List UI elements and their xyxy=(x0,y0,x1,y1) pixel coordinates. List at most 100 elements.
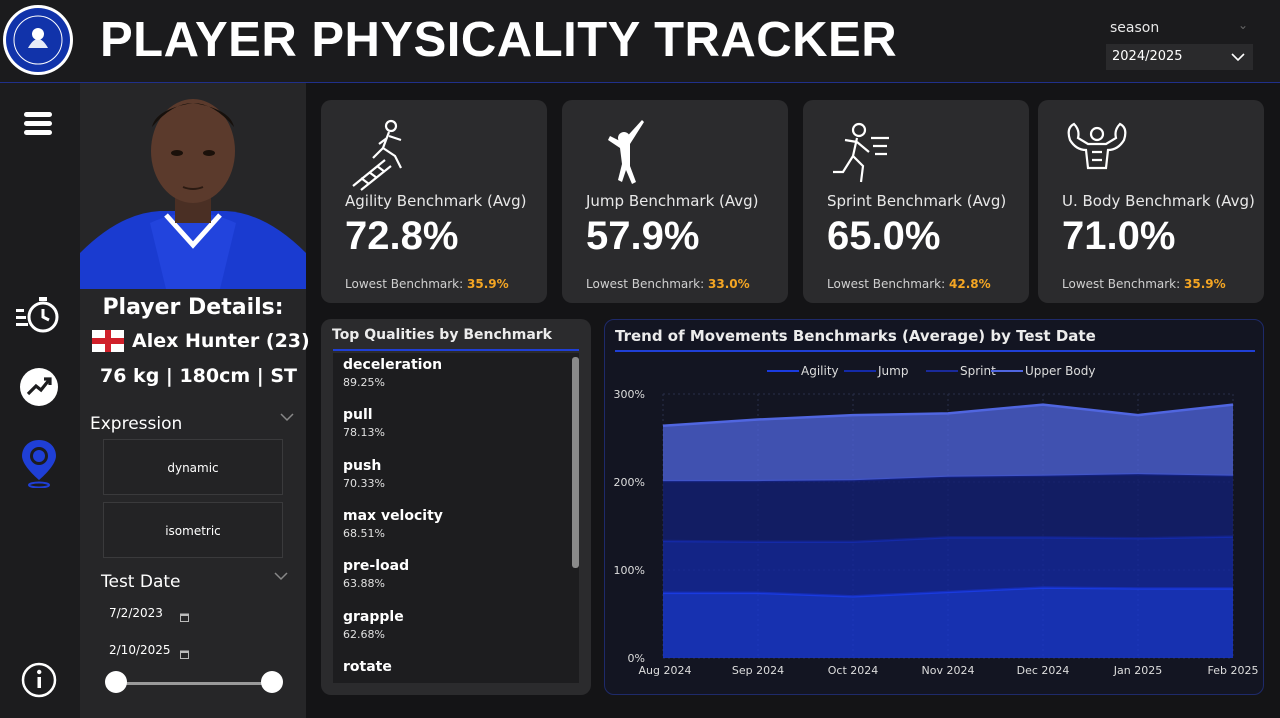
trend-chart-panel: Trend of Movements Benchmarks (Average) … xyxy=(604,319,1264,695)
season-value: 2024/2025 xyxy=(1112,49,1183,64)
kpi-card-upper-body: U. Body Benchmark (Avg) 71.0% Lowest Ben… xyxy=(1038,100,1264,303)
series-area-upper-body xyxy=(663,404,1233,482)
info-icon[interactable] xyxy=(16,657,62,703)
kpi-lowest-label: Lowest Benchmark: xyxy=(586,277,705,291)
date-from-input[interactable]: 7/2/2023 xyxy=(109,606,163,620)
kpi-title: U. Body Benchmark (Avg) xyxy=(1062,192,1255,210)
kpi-lowest-value: 35.9% xyxy=(1184,277,1226,291)
x-tick-label: Nov 2024 xyxy=(922,664,975,677)
chart-title-divider xyxy=(615,350,1255,352)
trend-icon[interactable] xyxy=(16,364,62,410)
kpi-lowest: Lowest Benchmark: 35.9% xyxy=(345,277,509,291)
player-name: Alex Hunter (23) xyxy=(132,330,310,352)
trend-chart: 0% 100% 200% 300% Aug 2024 Sep 2024 Oct 2024 No… xyxy=(614,364,1259,677)
player-panel: Player Details: Alex Hunter (23) 76 kg |… xyxy=(80,83,310,718)
x-tick-label: Aug 2024 xyxy=(639,664,692,677)
season-label: season xyxy=(1110,20,1160,36)
legend-label: Jump xyxy=(877,364,908,378)
player-photo xyxy=(80,83,306,289)
slider-handle-end[interactable] xyxy=(261,671,283,693)
y-tick-label: 100% xyxy=(614,564,645,577)
location-icon[interactable] xyxy=(16,436,62,489)
agility-icon xyxy=(345,116,415,192)
kpi-card-sprint: Sprint Benchmark (Avg) 65.0% Lowest Benc… xyxy=(803,100,1029,303)
y-tick-label: 0% xyxy=(628,652,645,665)
date-range-slider[interactable] xyxy=(116,682,272,685)
date-to-input[interactable]: 2/10/2025 xyxy=(109,643,171,657)
quality-value: 78.13% xyxy=(343,426,385,439)
kpi-lowest: Lowest Benchmark: 35.9% xyxy=(1062,277,1226,291)
kpi-lowest-label: Lowest Benchmark: xyxy=(827,277,946,291)
x-tick-label: Dec 2024 xyxy=(1017,664,1070,677)
player-stats: 76 kg | 180cm | ST xyxy=(100,365,297,387)
legend-label: Agility xyxy=(801,364,839,378)
series-area-jump xyxy=(663,536,1233,597)
quality-name: pull xyxy=(343,407,373,423)
qualities-divider xyxy=(333,349,579,351)
player-name-row: Alex Hunter (23) xyxy=(92,330,310,352)
calendar-icon[interactable] xyxy=(180,644,189,659)
kpi-lowest: Lowest Benchmark: 42.8% xyxy=(827,277,991,291)
kpi-title: Sprint Benchmark (Avg) xyxy=(827,192,1007,210)
series-line-upper-body xyxy=(662,403,1234,427)
kpi-card-jump: Jump Benchmark (Avg) 57.9% Lowest Benchm… xyxy=(562,100,788,303)
kpi-lowest: Lowest Benchmark: 33.0% xyxy=(586,277,750,291)
quality-name: pre-load xyxy=(343,558,410,574)
page-title: PLAYER PHYSICALITY TRACKER xyxy=(100,13,898,67)
list-item: pull 78.13% xyxy=(343,407,385,439)
list-item: max velocity 68.51% xyxy=(343,508,443,540)
x-tick-label: Sep 2024 xyxy=(732,664,784,677)
expression-option-isometric[interactable]: isometric xyxy=(103,502,283,558)
kpi-lowest-value: 35.9% xyxy=(467,277,509,291)
list-item: rotate xyxy=(343,659,392,678)
series-area-agility xyxy=(663,587,1233,658)
x-tick-label: Oct 2024 xyxy=(828,664,879,677)
legend-label: Sprint xyxy=(960,364,996,378)
jump-icon xyxy=(586,116,656,192)
chart-title: Trend of Movements Benchmarks (Average) … xyxy=(615,327,1096,345)
kpi-title: Agility Benchmark (Avg) xyxy=(345,192,527,210)
quality-value: 62.68% xyxy=(343,628,385,641)
expression-label: Expression xyxy=(90,414,183,434)
list-item: push 70.33% xyxy=(343,458,385,490)
qualities-list[interactable]: deceleration 89.25% pull 78.13% push 70.… xyxy=(333,353,579,683)
x-tick-label: Feb 2025 xyxy=(1208,664,1259,677)
kpi-lowest-value: 42.8% xyxy=(949,277,991,291)
chevron-down-icon xyxy=(1231,44,1245,80)
quality-name: grapple xyxy=(343,609,404,625)
quality-value: 70.33% xyxy=(343,477,385,490)
player-details-title: Player Details: xyxy=(102,295,284,320)
club-logo xyxy=(0,0,80,82)
test-date-label: Test Date xyxy=(101,572,181,592)
kpi-value: 71.0% xyxy=(1062,214,1176,258)
sprint-icon xyxy=(827,116,897,192)
upper-body-icon xyxy=(1062,116,1132,192)
menu-icon[interactable] xyxy=(16,101,62,147)
test-date-chevron-icon[interactable] xyxy=(273,570,289,586)
quality-name: max velocity xyxy=(343,508,443,524)
slider-handle-start[interactable] xyxy=(105,671,127,693)
qualities-scrollbar[interactable] xyxy=(572,357,579,568)
kpi-lowest-value: 33.0% xyxy=(708,277,750,291)
quality-name: deceleration xyxy=(343,357,443,373)
kpi-card-agility: Agility Benchmark (Avg) 72.8% Lowest Ben… xyxy=(321,100,547,303)
kpi-value: 57.9% xyxy=(586,214,700,258)
list-item: grapple 62.68% xyxy=(343,609,404,641)
expression-option-dynamic[interactable]: dynamic xyxy=(103,439,283,495)
top-bar: PLAYER PHYSICALITY TRACKER season ⌄ 2024… xyxy=(0,0,1280,83)
legend-label: Upper Body xyxy=(1025,364,1095,378)
kpi-value: 65.0% xyxy=(827,214,941,258)
calendar-icon[interactable] xyxy=(180,607,189,622)
quality-value: 63.88% xyxy=(343,577,385,590)
qualities-title: Top Qualities by Benchmark xyxy=(332,327,552,343)
season-collapse-icon[interactable]: ⌄ xyxy=(1238,18,1249,32)
expression-chevron-icon[interactable] xyxy=(279,411,295,427)
series-area-sprint xyxy=(663,474,1233,542)
season-dropdown[interactable]: 2024/2025 xyxy=(1106,44,1253,70)
kpi-value: 72.8% xyxy=(345,214,459,258)
stopwatch-icon[interactable] xyxy=(12,292,62,338)
y-tick-label: 300% xyxy=(614,388,645,401)
kpi-lowest-label: Lowest Benchmark: xyxy=(1062,277,1181,291)
x-tick-label: Jan 2025 xyxy=(1113,664,1162,677)
kpi-lowest-label: Lowest Benchmark: xyxy=(345,277,464,291)
